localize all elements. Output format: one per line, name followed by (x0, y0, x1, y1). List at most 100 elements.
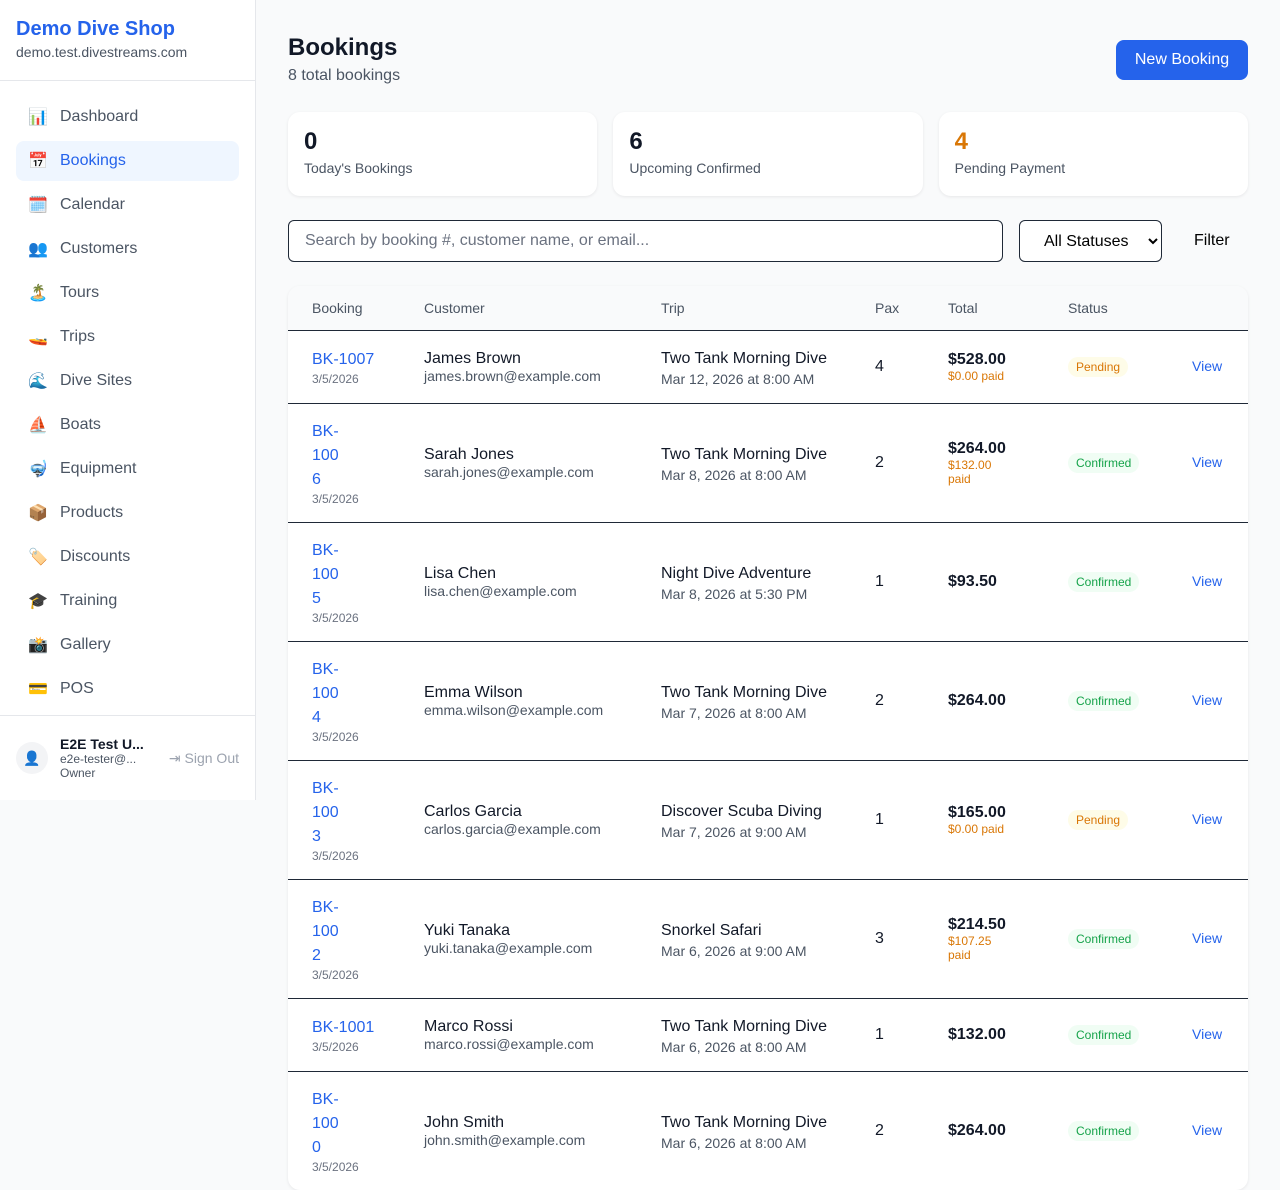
sidebar-item-label: Customers (60, 240, 138, 257)
sidebar-item-products[interactable]: 📦 Products (16, 493, 239, 533)
user-role: Owner (60, 766, 96, 780)
sidebar-item-label: Dashboard (60, 108, 139, 125)
column-header-booking: Booking (288, 286, 400, 331)
booking-link[interactable]: BK-1003 (312, 779, 339, 845)
booking-date: 3/5/2026 (312, 491, 359, 506)
stat-label: Today's Bookings (304, 160, 413, 176)
booking-link[interactable]: BK-1001 (312, 1018, 375, 1036)
sidebar-item-bookings[interactable]: 📅 Bookings (16, 141, 239, 181)
sidebar-item-equipment[interactable]: 🤿 Equipment (16, 449, 239, 489)
sidebar-item-label: Calendar (60, 196, 125, 213)
sidebar-item-label: Dive Sites (60, 372, 133, 389)
view-link[interactable]: View (1192, 929, 1223, 946)
view-link[interactable]: View (1192, 572, 1223, 589)
total-amount: $165.00 (948, 803, 1006, 821)
view-link[interactable]: View (1192, 1025, 1223, 1042)
booking-cell: BK-1000 3/5/2026 (288, 1071, 400, 1190)
customer-cell: Sarah Jones sarah.jones@example.com (400, 403, 637, 523)
booking-cell: BK-1003 3/5/2026 (288, 760, 400, 880)
sidebar-item-customers[interactable]: 👥 Customers (16, 229, 239, 269)
sidebar-item-discounts[interactable]: 🏷️ Discounts (16, 537, 239, 577)
trip-name: Snorkel Safari (661, 921, 762, 939)
booking-cell: BK-1007 3/5/2026 (288, 330, 400, 404)
status-select[interactable]: All Statuses (1019, 220, 1162, 262)
search-input[interactable] (288, 220, 1003, 262)
sidebar-item-dive-sites[interactable]: 🌊 Dive Sites (16, 361, 239, 401)
pax-cell: 1 (851, 522, 924, 642)
booking-link[interactable]: BK-1007 (312, 350, 375, 368)
customer-email: yuki.tanaka@example.com (424, 939, 593, 956)
stat-upcoming-confirmed: 6 Upcoming Confirmed (613, 112, 923, 196)
booking-link[interactable]: BK-1002 (312, 898, 339, 964)
booking-date: 3/5/2026 (312, 610, 359, 625)
customer-name: James Brown (424, 349, 521, 367)
paid-amount: $132.00 paid (948, 457, 992, 486)
user-panel: 👤 E2E Test U... e2e-tester@... Owner ⇥ S… (0, 715, 255, 800)
customer-name: John Smith (424, 1113, 505, 1131)
status-badge: Confirmed (1068, 452, 1140, 473)
booking-link[interactable]: BK-1005 (312, 541, 339, 607)
trip-date: Mar 7, 2026 at 8:00 AM (661, 704, 807, 721)
sign-out-button[interactable]: ⇥ Sign Out (169, 750, 239, 767)
customer-name: Sarah Jones (424, 445, 514, 463)
sidebar-item-label: POS (60, 680, 94, 697)
sidebar-item-gallery[interactable]: 📸 Gallery (16, 625, 239, 665)
stat-value: 6 (629, 128, 643, 155)
trip-name: Two Tank Morning Dive (661, 349, 827, 367)
booking-cell: BK-1002 3/5/2026 (288, 879, 400, 999)
sidebar-item-boats[interactable]: ⛵ Boats (16, 405, 239, 445)
sidebar-item-label: Gallery (60, 636, 111, 653)
view-link[interactable]: View (1192, 810, 1223, 827)
booking-cell: BK-1001 3/5/2026 (288, 998, 400, 1072)
trip-name: Two Tank Morning Dive (661, 683, 827, 701)
filter-button[interactable]: Filter (1178, 232, 1246, 250)
booking-link[interactable]: BK-1000 (312, 1090, 339, 1156)
stat-label: Pending Payment (954, 160, 1066, 176)
customer-email: lisa.chen@example.com (424, 582, 577, 599)
shop-name[interactable]: Demo Dive Shop (16, 18, 175, 40)
table-header: Booking Customer Trip Pax Total Status (288, 286, 1248, 331)
booking-date: 3/5/2026 (312, 967, 359, 982)
status-cell: Confirmed (1044, 879, 1168, 999)
new-booking-button[interactable]: New Booking (1116, 40, 1248, 80)
pax-cell: 2 (875, 1121, 884, 1139)
booking-link[interactable]: BK-1006 (312, 422, 339, 488)
paid-amount: $0.00 paid (948, 821, 1005, 836)
trip-date: Mar 12, 2026 at 8:00 AM (661, 370, 815, 387)
trip-date: Mar 6, 2026 at 8:00 AM (661, 1038, 807, 1055)
bookings-table: Booking Customer Trip Pax Total Status BK-100… (288, 286, 1248, 1190)
customer-name: Carlos Garcia (424, 802, 522, 820)
trip-cell: Night Dive Adventure Mar 8, 2026 at 5:30 … (637, 522, 851, 642)
customer-email: john.smith@example.com (424, 1131, 586, 1148)
sidebar-item-label: Tours (60, 284, 100, 301)
sidebar-item-pos[interactable]: 💳 POS (16, 669, 239, 709)
view-link[interactable]: View (1192, 357, 1223, 374)
customer-name: Yuki Tanaka (424, 921, 510, 939)
total-amount: $214.50 (948, 915, 1006, 933)
column-header-customer: Customer (400, 286, 637, 331)
trip-name: Two Tank Morning Dive (661, 1017, 827, 1035)
actions-cell: View (1168, 522, 1248, 642)
view-link[interactable]: View (1192, 453, 1223, 470)
booking-link[interactable]: BK-1004 (312, 660, 339, 726)
dive-sites-icon: 🌊 (28, 373, 48, 390)
sidebar-item-tours[interactable]: 🏝️ Tours (16, 273, 239, 313)
customer-cell: John Smith john.smith@example.com (400, 1071, 637, 1190)
pos-icon: 💳 (28, 681, 48, 698)
view-link[interactable]: View (1192, 1121, 1223, 1138)
view-link[interactable]: View (1192, 691, 1223, 708)
equipment-icon: 🤿 (28, 461, 48, 478)
total-cell: $264.00 (924, 641, 1044, 761)
sidebar-item-dashboard[interactable]: 📊 Dashboard (16, 97, 239, 137)
trip-date: Mar 7, 2026 at 9:00 AM (661, 823, 807, 840)
booking-date: 3/5/2026 (312, 848, 359, 863)
table-row: BK-1005 3/5/2026 Lisa Chen lisa.chen@exampl… (288, 522, 1248, 642)
tours-icon: 🏝️ (28, 285, 48, 302)
sidebar-item-calendar[interactable]: 🗓️ Calendar (16, 185, 239, 225)
sidebar-item-training[interactable]: 🎓 Training (16, 581, 239, 621)
table-row: BK-1007 3/5/2026 James Brown james.brown@ex… (288, 330, 1248, 404)
products-icon: 📦 (28, 505, 48, 522)
sidebar-item-trips[interactable]: 🚤 Trips (16, 317, 239, 357)
stat-value: 0 (304, 128, 318, 155)
page-subtitle: 8 total bookings (288, 67, 401, 84)
